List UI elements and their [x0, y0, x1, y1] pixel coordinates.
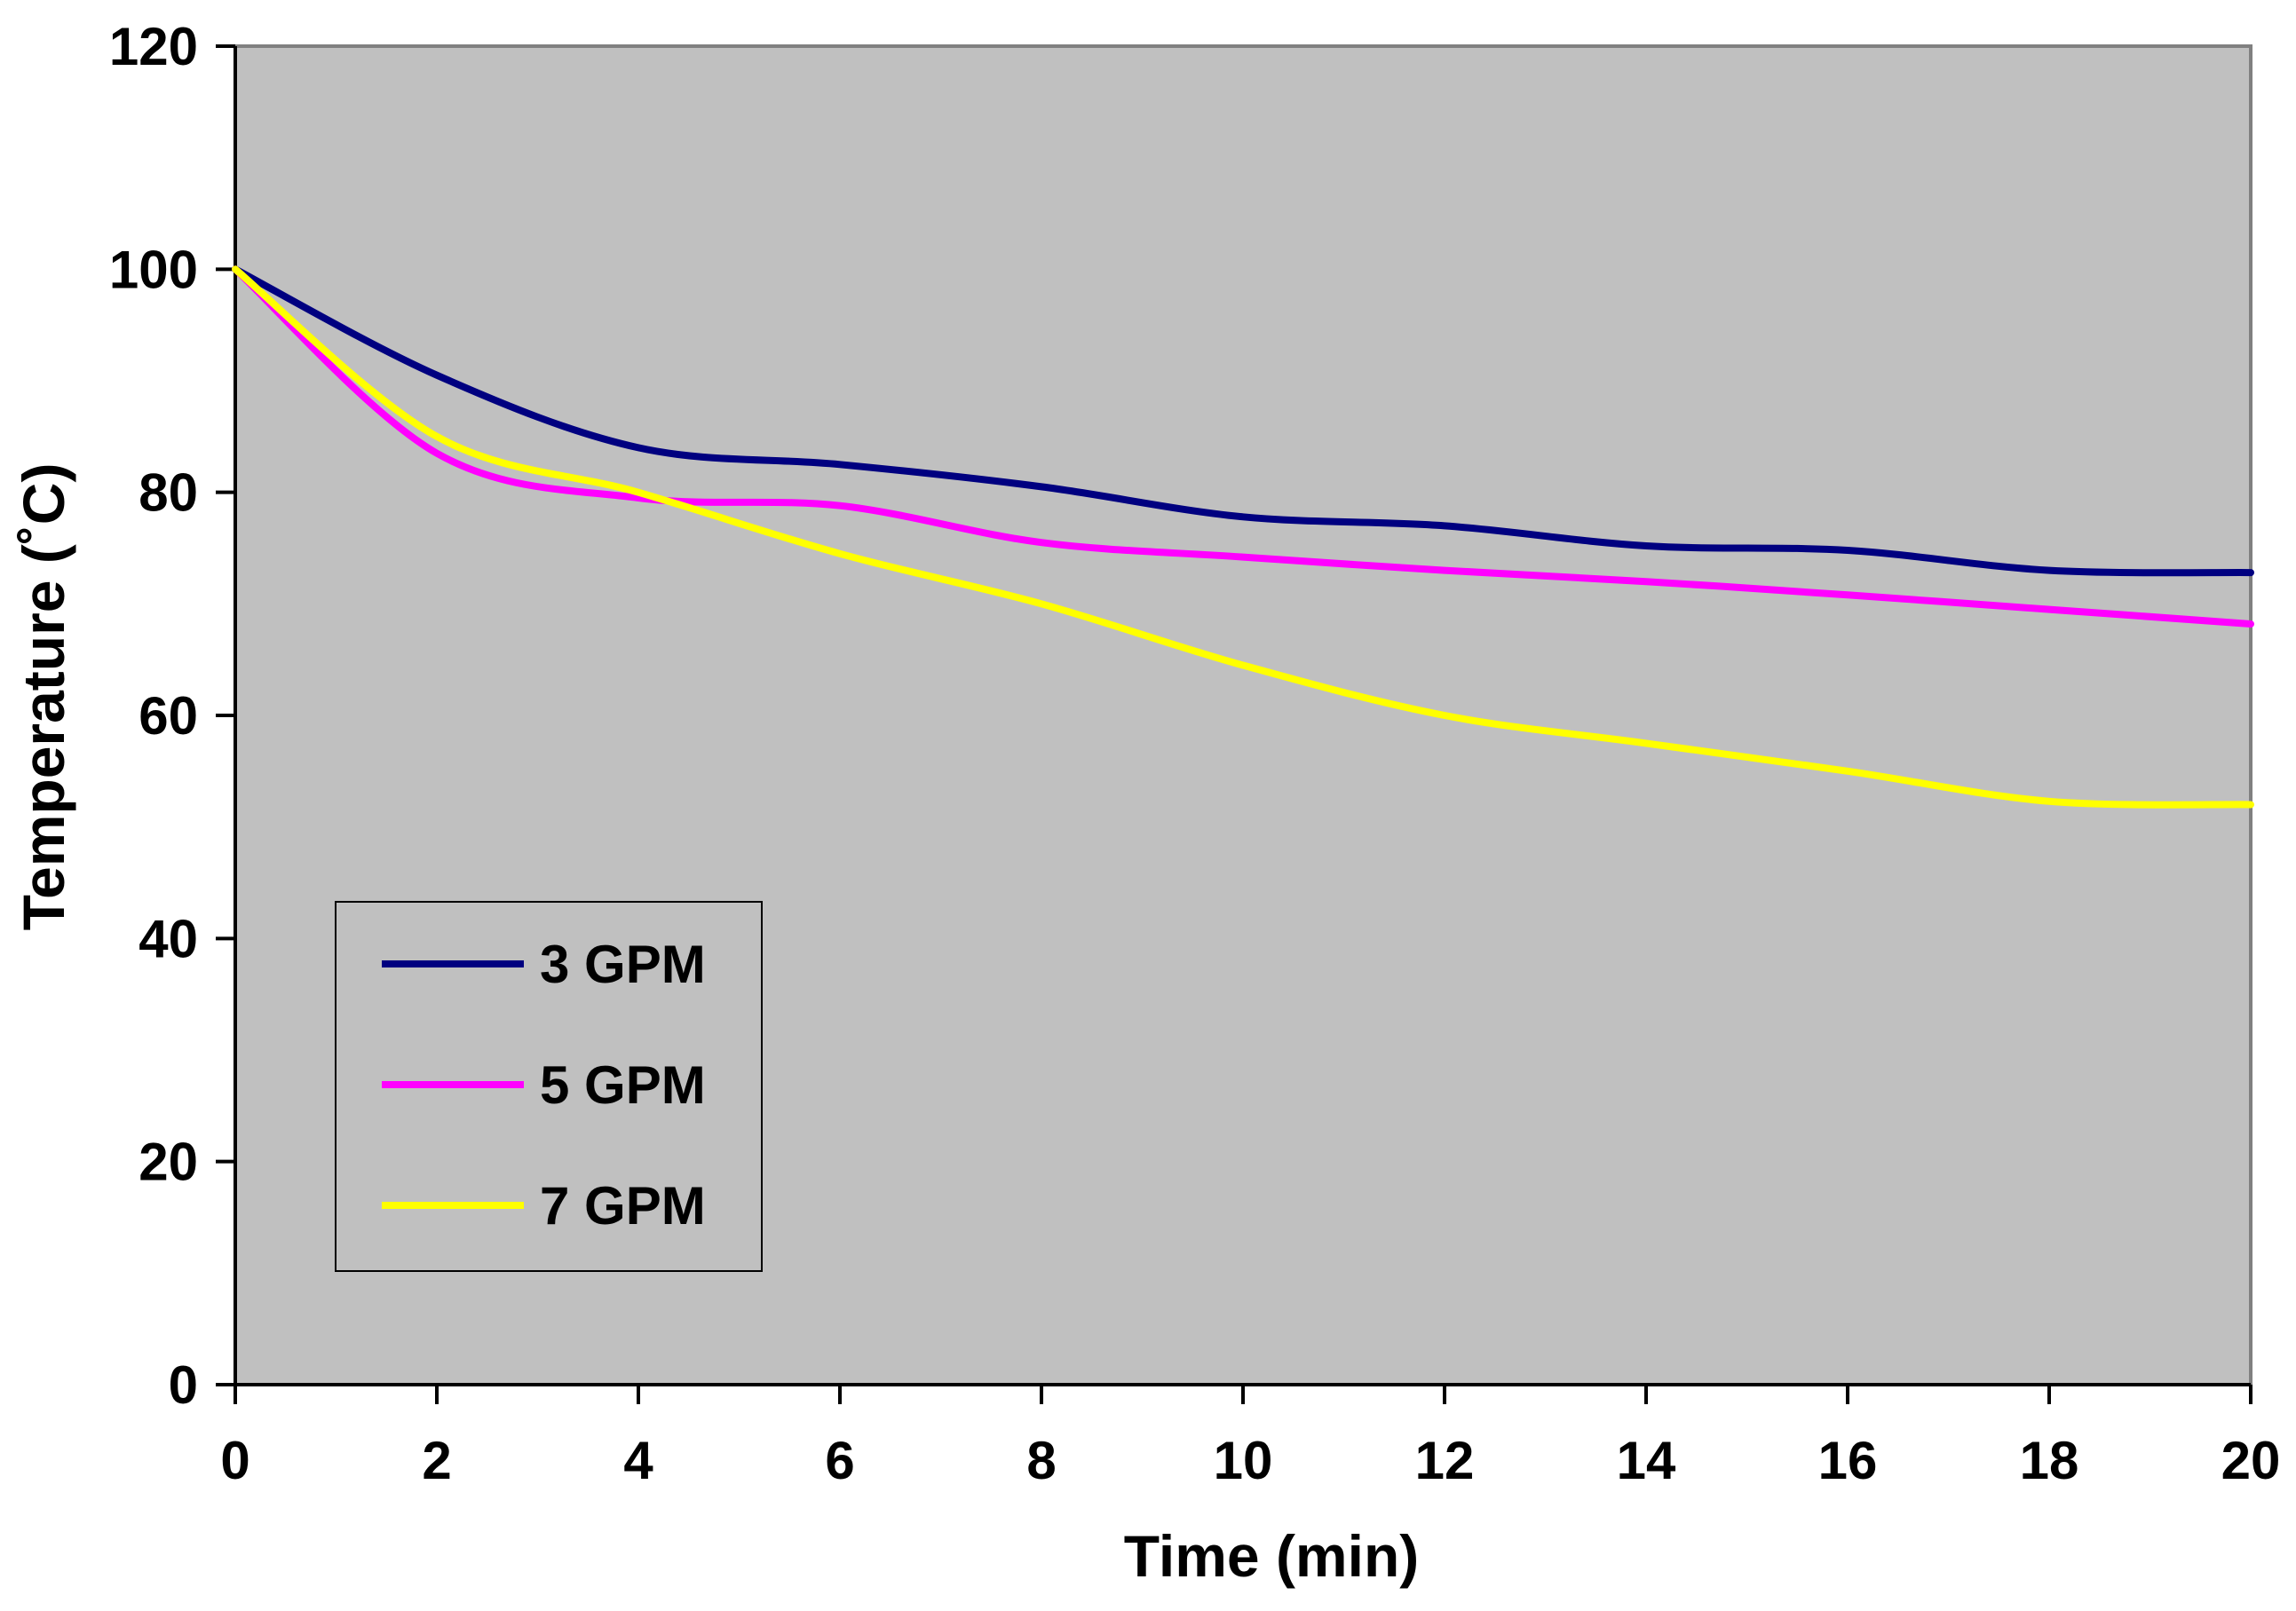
- legend-label: 7 GPM: [540, 1176, 706, 1236]
- y-tick-label: 80: [139, 463, 198, 523]
- legend-item: 5 GPM: [382, 1055, 706, 1115]
- x-tick-label: 12: [1415, 1431, 1475, 1490]
- x-tick-label: 20: [2221, 1431, 2281, 1490]
- y-tick-label: 20: [139, 1133, 198, 1192]
- y-axis-title: Temperature (˚C): [11, 463, 76, 931]
- y-axis: 0 20 40 60 80 100 120: [109, 17, 237, 1415]
- x-tick-label: 10: [1214, 1431, 1273, 1490]
- x-tick-label: 14: [1617, 1431, 1676, 1490]
- x-tick-label: 16: [1818, 1431, 1878, 1490]
- series-line-3: [232, 265, 2254, 809]
- legend-item: 7 GPM: [382, 1176, 706, 1236]
- x-tick-label: 8: [1026, 1431, 1056, 1490]
- x-tick-label: 2: [422, 1431, 451, 1490]
- series-line-1: [232, 265, 2254, 577]
- series-layer: [232, 265, 2254, 809]
- legend-item: 3 GPM: [382, 935, 706, 994]
- y-tick-label: 100: [109, 240, 198, 299]
- x-axis: 0 2 4 6 8 10 12 14 16 18 20: [216, 1383, 2281, 1490]
- series-line-2: [232, 265, 2254, 628]
- legend-label: 5 GPM: [540, 1055, 706, 1115]
- x-axis-title: Time (min): [1124, 1523, 1419, 1589]
- x-tick-label: 4: [623, 1431, 653, 1490]
- y-tick-label: 0: [169, 1355, 198, 1415]
- legend: 3 GPM 5 GPM 7 GPM: [335, 901, 763, 1272]
- y-tick-label: 120: [109, 17, 198, 76]
- x-tick-label: 18: [2020, 1431, 2079, 1490]
- y-tick-label: 60: [139, 686, 198, 746]
- legend-label: 3 GPM: [540, 935, 706, 994]
- legend-items: 3 GPM 5 GPM 7 GPM: [382, 935, 706, 1236]
- y-tick-label: 40: [139, 909, 198, 968]
- x-tick-label: 0: [220, 1431, 249, 1490]
- x-tick-label: 6: [825, 1431, 854, 1490]
